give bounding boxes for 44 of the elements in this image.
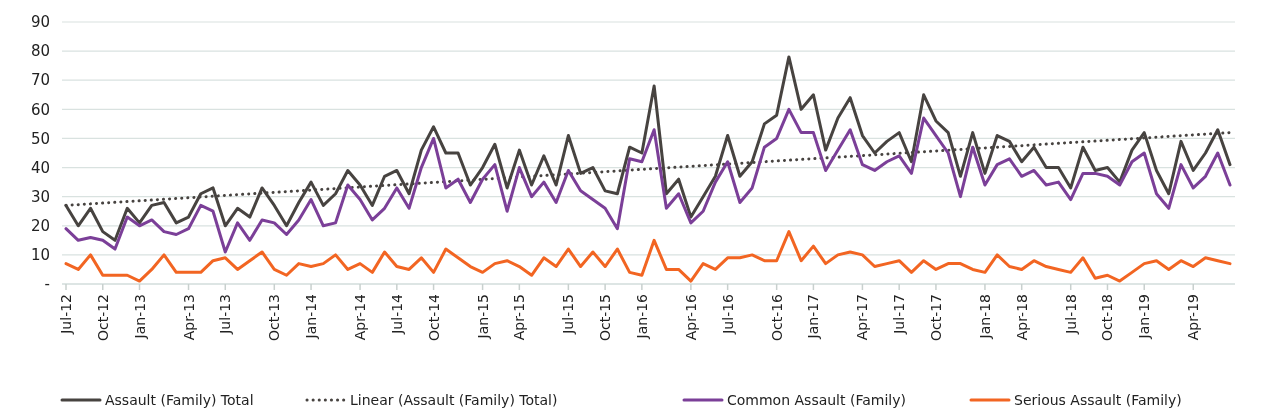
- x-tick-label: Oct-15: [597, 294, 614, 342]
- x-tick-label: Oct-18: [1099, 294, 1116, 342]
- x-tick-label: Jan-13: [131, 294, 148, 340]
- y-tick-label: 10: [30, 246, 50, 265]
- legend-label: Common Assault (Family): [727, 391, 906, 408]
- line-series: [64, 230, 1232, 283]
- x-tick-label: Jul-16: [719, 293, 736, 335]
- x-tick-label: Apr-19: [1185, 294, 1202, 341]
- x-tick-label: Apr-16: [682, 293, 699, 341]
- x-tick-label: Jul-17: [891, 294, 908, 335]
- x-tick-label: Jul-15: [560, 294, 577, 335]
- y-tick-label: -: [44, 275, 50, 294]
- x-tick-label: Oct-17: [927, 294, 944, 342]
- x-tick-label: Jul-18: [1062, 294, 1079, 335]
- x-tick-label: Oct-14: [425, 293, 442, 342]
- y-tick-label: 20: [30, 217, 50, 236]
- line-series: [64, 107, 1232, 254]
- legend-label: Assault (Family) Total: [105, 391, 254, 408]
- x-tick-label: Jul-14: [388, 293, 405, 335]
- y-tick-label: 90: [30, 13, 50, 32]
- x-tick-label: Oct-12: [94, 294, 111, 342]
- y-tick-label: 50: [30, 129, 50, 148]
- x-tick-label: Apr-17: [854, 294, 871, 341]
- y-tick-label: 40: [30, 158, 50, 177]
- x-tick-label: Jan-15: [474, 294, 491, 340]
- x-tick-label: Jan-18: [976, 294, 993, 340]
- x-tick-label: Apr-15: [511, 294, 528, 341]
- x-tick-label: Apr-13: [180, 294, 197, 341]
- y-tick-label: 80: [30, 42, 50, 61]
- x-tick-label: Jul-12: [58, 294, 74, 335]
- legend-label: Linear (Assault (Family) Total): [350, 391, 558, 408]
- x-tick-label: Oct-13: [266, 294, 283, 342]
- x-tick-label: Jan-17: [805, 294, 822, 340]
- x-tick-label: Oct-16: [768, 293, 785, 342]
- x-tick-label: Jan-14: [303, 293, 320, 340]
- y-tick-label: 70: [30, 71, 50, 90]
- legend-label: Serious Assault (Family): [1014, 391, 1182, 408]
- y-tick-label: 30: [30, 187, 50, 206]
- x-tick-label: Jan-19: [1136, 294, 1153, 340]
- x-tick-label: Jul-13: [217, 294, 234, 335]
- x-tick-label: Apr-18: [1013, 294, 1030, 341]
- y-tick-label: 60: [30, 100, 50, 119]
- x-tick-label: Jan-16: [633, 293, 650, 340]
- x-tick-label: Apr-14: [352, 293, 369, 341]
